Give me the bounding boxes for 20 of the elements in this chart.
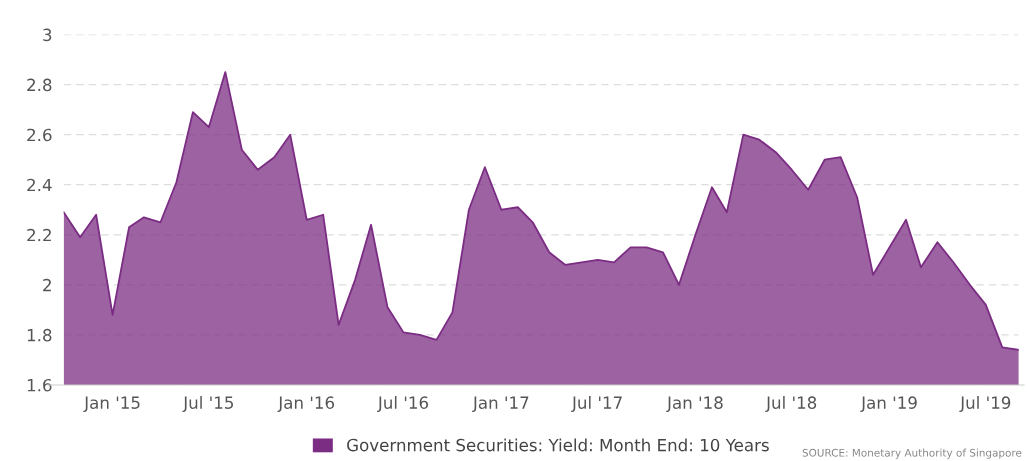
y-tick-label: 2.4 bbox=[27, 178, 52, 192]
y-tick-label: 3 bbox=[43, 28, 52, 42]
legend-label: Government Securities: Yield: Month End: 10 Years bbox=[347, 438, 769, 452]
x-tick-label: Jul '19 bbox=[959, 396, 1011, 413]
y-tick-label: 2.6 bbox=[27, 128, 52, 142]
y-tick-label: 2.8 bbox=[27, 78, 52, 92]
y-tick-label: 1.6 bbox=[27, 378, 52, 392]
y-tick-label: 2 bbox=[43, 278, 51, 292]
x-tick-label: Jul '16 bbox=[377, 396, 429, 413]
x-tick-label: Jul '17 bbox=[571, 396, 622, 413]
source-note: SOURCE: Monetary Authority of Singapore bbox=[802, 448, 1022, 459]
x-tick-label: Jan '17 bbox=[472, 396, 529, 413]
x-tick-label: Jul '18 bbox=[765, 396, 817, 413]
x-tick-label: Jan '18 bbox=[666, 396, 723, 413]
y-tick-label: 1.8 bbox=[27, 328, 52, 342]
x-tick-label: Jan '16 bbox=[277, 396, 335, 413]
x-tick-label: Jan '19 bbox=[860, 396, 917, 413]
y-tick-label: 2.2 bbox=[27, 228, 51, 242]
x-tick-label: Jan '15 bbox=[83, 396, 140, 413]
x-tick-label: Jul '15 bbox=[182, 396, 233, 413]
